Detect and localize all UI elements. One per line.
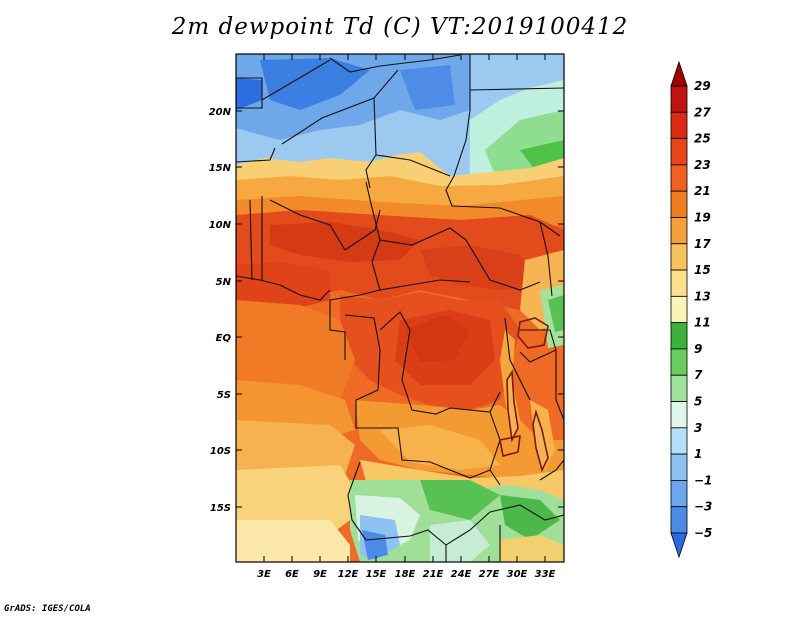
colorbar-label: 3: [694, 421, 702, 435]
lon-ticks: [263, 54, 546, 562]
colorbar-label: 9: [694, 342, 702, 356]
lat-labels: 20N 15N 10N 5N EQ 5S 10S 15S: [209, 107, 232, 514]
dewpoint-field: [236, 54, 564, 562]
lat-label: 5S: [217, 390, 231, 401]
colorbar-label: −3: [694, 500, 712, 514]
great-lakes: [499, 317, 549, 473]
colorbar-label: 25: [694, 132, 711, 146]
colorbar-segment: [670, 138, 688, 166]
colorbar-segment: [670, 348, 688, 376]
colorbar-segment: [670, 322, 688, 350]
lat-label: 15N: [209, 163, 232, 174]
lat-label: 5N: [216, 277, 232, 288]
map-title: 2m dewpoint Td (C) VT:2019100412: [171, 14, 629, 40]
colorbar-segment: [670, 269, 688, 297]
colorbar-label: 17: [694, 237, 711, 251]
colorbar-segment: [670, 295, 688, 324]
lon-label: 21E: [423, 569, 444, 580]
colorbar-segment: [670, 374, 688, 402]
lon-label: 18E: [395, 569, 416, 580]
lat-label: 10S: [210, 446, 231, 457]
colorbar-label: 5: [694, 395, 702, 409]
lon-label: 33E: [535, 569, 556, 580]
lon-label: 30E: [507, 569, 528, 580]
lat-ticks: [236, 110, 564, 508]
colorbar-label: 1: [694, 447, 702, 461]
colorbar-segment: [670, 480, 688, 508]
lat-label: EQ: [216, 333, 232, 344]
lon-label: 9E: [313, 569, 327, 580]
lon-labels: 3E 6E 9E 12E 15E 18E 21E 24E 27E 30E 33E: [257, 569, 555, 580]
colorbar-segment: [670, 243, 688, 271]
colorbar-segment: [670, 85, 688, 113]
colorbar-label: 19: [694, 210, 711, 224]
lon-label: 6E: [285, 569, 299, 580]
colorbar-segment: [670, 532, 688, 559]
colorbar-label: 11: [694, 316, 711, 330]
lat-label: 20N: [209, 107, 232, 118]
colorbar-segment: [670, 453, 688, 481]
colorbar-segment: [670, 111, 688, 139]
lat-label: 10N: [209, 220, 232, 231]
colorbar-label: 13: [694, 289, 711, 303]
lon-label: 12E: [338, 569, 359, 580]
colorbar-labels: 29 27 25 23 21 19 17 15 13 11 9 7 5 3 1 −1 −3 −5: [694, 79, 712, 540]
colorbar-label: 29: [694, 79, 711, 93]
colorbar-segment: [670, 217, 688, 245]
colorbar-label: 21: [694, 184, 711, 198]
lon-label: 3E: [257, 569, 271, 580]
colorbar-segment: [670, 427, 688, 455]
colorbar-segment: [670, 164, 688, 192]
colorbar-label: 23: [694, 158, 711, 172]
colorbar-segment: [670, 60, 688, 87]
grads-credit: GrADS: IGES/COLA: [4, 604, 91, 614]
colorbar: [670, 60, 688, 559]
colorbar-label: 7: [694, 368, 703, 382]
colorbar-segment: [670, 190, 688, 218]
colorbar-label: −5: [694, 526, 712, 540]
colorbar-segment: [670, 401, 688, 429]
country-borders: [236, 54, 564, 562]
lon-label: 27E: [479, 569, 500, 580]
colorbar-label: 15: [694, 263, 711, 277]
colorbar-label: 27: [694, 105, 711, 119]
lon-label: 15E: [366, 569, 387, 580]
colorbar-segment: [670, 506, 688, 534]
colorbar-label: −1: [694, 473, 712, 487]
plot-frame: [235, 53, 565, 563]
lon-label: 24E: [451, 569, 472, 580]
lat-label: 15S: [210, 503, 231, 514]
